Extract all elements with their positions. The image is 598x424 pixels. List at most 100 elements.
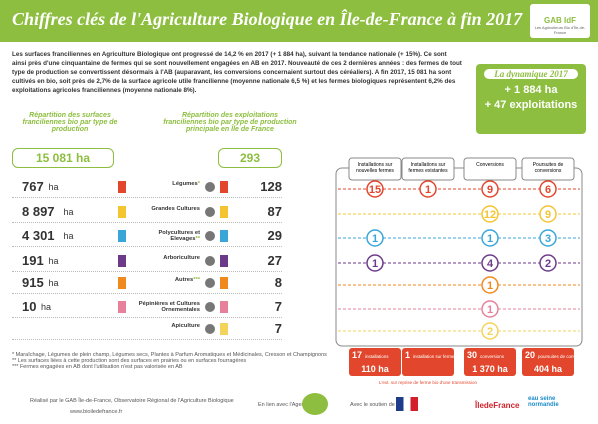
surfaces-title: Répartition des surfaces franciliennes b…: [22, 112, 118, 133]
surface-value: 8 897: [22, 204, 55, 219]
value-circle: [366, 180, 384, 198]
exploitations-bar: [220, 255, 228, 267]
agence: En lien avec l'Agence Bio: [258, 402, 320, 408]
value-text: 1: [487, 233, 493, 245]
column-header: [401, 157, 455, 181]
total-label: poursuites de conversions: [538, 354, 591, 359]
column-header-text: Poursuites de conversions: [533, 162, 564, 174]
value-circle: [366, 229, 384, 247]
surface-bar: [118, 230, 126, 242]
intro: Les surfaces franciliennes en Agricultur…: [12, 51, 462, 94]
surface-value: 4 301: [22, 228, 55, 243]
total-label: conversions: [480, 354, 505, 359]
note: L'ext. sur reprise de ferme bio d'une tr…: [379, 380, 478, 385]
value-circle: [481, 300, 499, 318]
row-divider: [12, 197, 282, 198]
icon: [205, 302, 215, 312]
footnote: ** Les surfaces liées à cette production…: [12, 358, 247, 364]
value-text: 1: [372, 233, 378, 245]
value-text: 1: [372, 258, 378, 270]
value-circle: [539, 205, 557, 223]
exploitations-value: 7: [274, 299, 282, 314]
row-divider: [12, 271, 282, 272]
column-header: [521, 157, 575, 181]
value-circle: [419, 180, 437, 198]
total-count: 1: [405, 350, 410, 360]
value-text: 2: [487, 326, 493, 338]
header-band: [0, 0, 598, 42]
surface-bar: [118, 206, 126, 218]
dynamique-box: La dynamique 2017 + 1 884 ha + 47 exploi…: [476, 64, 586, 134]
value-circle: [366, 254, 384, 272]
row-divider: [12, 317, 282, 318]
value-text: 15: [369, 184, 381, 196]
eau: eau seine normandie: [528, 396, 559, 408]
row-divider: [12, 339, 282, 340]
value-text: 4: [487, 258, 494, 270]
value-circle: [481, 276, 499, 294]
icon: [205, 324, 215, 334]
column-header: [348, 157, 402, 181]
value-circle: [539, 254, 557, 272]
surface-bar: [118, 301, 126, 313]
column-header-text: Installations sur nouvelles fermes: [356, 162, 394, 174]
exploitations-value: 7: [274, 321, 282, 336]
total-count: 17: [352, 350, 362, 360]
row-label: Polycultures et Elevages**: [158, 230, 200, 242]
row-label: Arboriculture: [163, 255, 200, 261]
exploitations-value: 8: [274, 275, 282, 290]
exploitations-bar: [220, 230, 228, 242]
column-header-text: Installations sur fermes existantes: [408, 162, 448, 174]
total-box: [464, 348, 516, 376]
value-text: 1: [425, 184, 431, 196]
stars: ***: [193, 277, 200, 283]
unit: ha: [41, 302, 52, 312]
surface-bar: [118, 181, 126, 193]
unit: ha: [48, 182, 59, 192]
stars: **: [195, 236, 200, 242]
exploitations-bar: [220, 323, 228, 335]
unit: ha: [63, 207, 74, 217]
total-count: 20: [525, 350, 535, 360]
total-area: 1 370 ha: [472, 364, 509, 374]
agence-logo: [302, 393, 328, 415]
surface-bar: [118, 277, 126, 289]
value-circle: [539, 180, 557, 198]
footnotes: * Maraîchage, Légumes de plein champ, Lé…: [12, 352, 332, 370]
total-count: 30: [467, 350, 477, 360]
site: www.bioiledefrance.fr: [70, 409, 123, 415]
row-label: Apiculture: [171, 323, 200, 329]
row-divider: [12, 246, 282, 247]
total-label: installations: [365, 354, 389, 359]
total-area: 404 ha: [534, 364, 563, 374]
value-circle: [539, 229, 557, 247]
logo-text: GAB IdF: [544, 16, 576, 25]
exploitations-bar: [220, 301, 228, 313]
surface-value: 191: [22, 253, 44, 268]
icon: [205, 256, 215, 266]
total-box: [349, 348, 401, 376]
exploitations-value: 29: [267, 228, 282, 243]
row-divider: [12, 222, 282, 223]
value-text: 9: [487, 184, 493, 196]
row-divider: [12, 293, 282, 294]
logo-sub: Les Agriculteurs Bio d'Île-de-France: [534, 25, 586, 35]
surfaces-total: 15 081 ha: [12, 148, 114, 168]
value-text: 3: [545, 233, 551, 245]
region: ÎledeFrance: [475, 401, 520, 410]
icon: [205, 207, 215, 217]
icon: [205, 278, 215, 288]
surface-value: 767: [22, 179, 44, 194]
icon: [205, 182, 215, 192]
total-box: [402, 348, 454, 376]
value-text: 1: [487, 280, 493, 292]
column-header-text: Conversions: [476, 162, 504, 168]
surface-value: 915: [22, 275, 44, 290]
total-box: [522, 348, 574, 376]
row-label: Pépinières et Cultures Ornementales: [138, 301, 200, 313]
exploitations-total: 293: [218, 148, 282, 168]
unit: ha: [48, 278, 59, 288]
row-label: Autres***: [174, 277, 200, 283]
table-frame: [335, 167, 583, 347]
total-area: 110 ha: [361, 364, 390, 374]
